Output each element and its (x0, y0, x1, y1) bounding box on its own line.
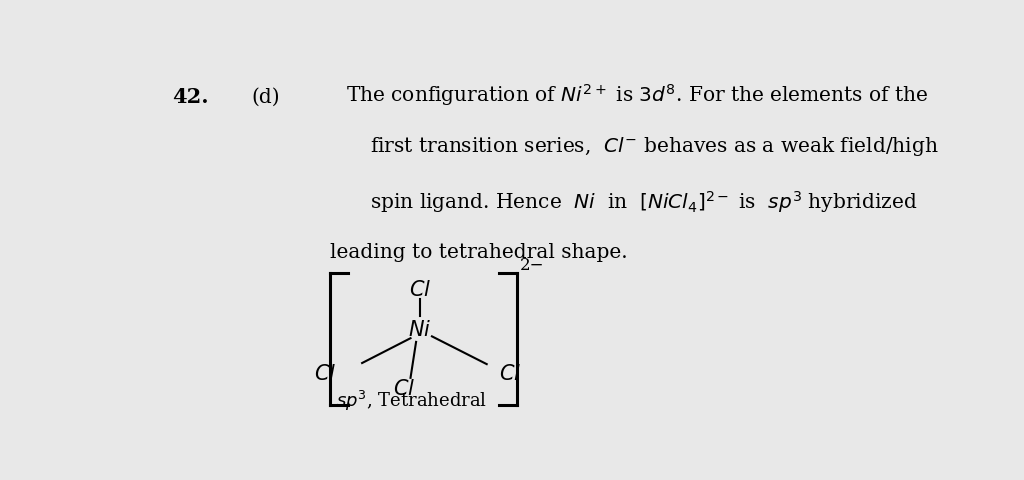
Text: 2−: 2− (520, 257, 545, 274)
Text: $Ni$: $Ni$ (409, 319, 432, 339)
Text: leading to tetrahedral shape.: leading to tetrahedral shape. (331, 242, 628, 262)
Text: $sp^{3}$, Tetrahedral: $sp^{3}$, Tetrahedral (336, 388, 487, 412)
Text: $Cl$: $Cl$ (409, 279, 431, 300)
Text: The configuration of $Ni^{2+}$ is $3d^{8}$. For the elements of the: The configuration of $Ni^{2+}$ is $3d^{8… (346, 82, 929, 108)
Text: spin ligand. Hence  $Ni$  in  $[NiCl_4]^{2-}$ is  $sp^{3}$ hybridized: spin ligand. Hence $Ni$ in $[NiCl_4]^{2-… (370, 189, 918, 215)
Text: $Cl$: $Cl$ (393, 378, 416, 398)
Text: 42.: 42. (172, 87, 208, 107)
Text: $Cl$: $Cl$ (314, 364, 337, 384)
Text: (d): (d) (251, 87, 280, 106)
Text: first transition series,  $Cl^{-}$ behaves as a weak field/high: first transition series, $Cl^{-}$ behave… (370, 135, 939, 158)
Text: $Cl$: $Cl$ (500, 364, 521, 384)
